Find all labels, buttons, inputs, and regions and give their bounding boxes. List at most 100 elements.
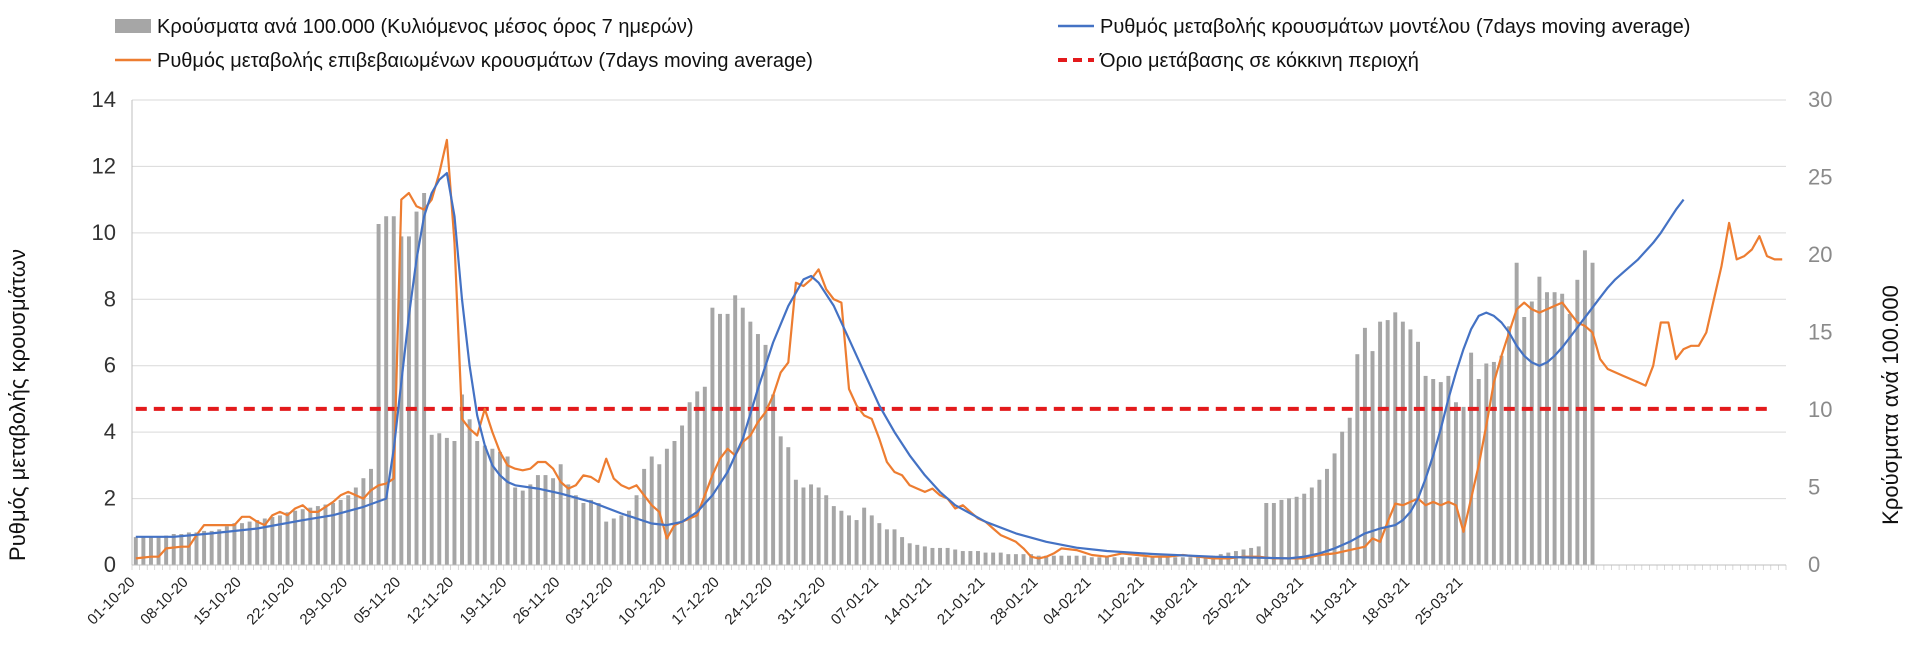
bar [490, 448, 495, 565]
bar [907, 543, 912, 565]
bar [983, 552, 988, 565]
x-tick-label: 11-03-21 [1306, 574, 1360, 628]
bar [953, 549, 958, 565]
bar [1484, 363, 1489, 565]
bar [611, 518, 616, 565]
bar [133, 537, 138, 565]
bar [687, 402, 692, 565]
bar [1393, 312, 1398, 565]
bar [786, 447, 791, 565]
bar [1423, 375, 1428, 565]
x-tick-label: 14-01-21 [881, 574, 935, 628]
bar [1529, 301, 1534, 565]
y-right-tick-25: 25 [1808, 165, 1832, 190]
bar [535, 475, 540, 565]
bar [171, 534, 176, 565]
bar [323, 504, 328, 565]
y-right-tick-5: 5 [1808, 475, 1820, 500]
bar [452, 441, 457, 565]
bar [1097, 557, 1102, 565]
bar [991, 552, 996, 565]
bar [968, 551, 973, 565]
bar [626, 510, 631, 565]
bar [353, 487, 358, 565]
bar [1499, 355, 1504, 565]
bar [528, 484, 533, 565]
x-tick-label: 28-01-21 [987, 574, 1041, 628]
bar [202, 530, 207, 565]
bar [444, 437, 449, 565]
bar [809, 484, 814, 565]
bar [763, 344, 768, 565]
x-tick-label: 22-10-20 [243, 574, 297, 628]
bar [1264, 503, 1269, 565]
line-model-rate [135, 172, 1685, 560]
bar [816, 487, 821, 565]
bar [938, 547, 943, 565]
bar [300, 509, 305, 565]
bar [619, 515, 624, 565]
bar [1400, 321, 1405, 565]
x-tick-label: 24-12-20 [721, 574, 775, 628]
bar [733, 295, 738, 565]
bar [1142, 557, 1147, 565]
bar [1150, 557, 1155, 565]
x-tick-label: 04-03-21 [1253, 574, 1307, 628]
bar [1006, 554, 1011, 565]
x-tick-label: 26-11-20 [510, 574, 564, 628]
bar [558, 464, 563, 565]
legend-item-confirmed-rate: Ρυθμός μεταβολής επιβεβαιωμένων κρουσμάτ… [115, 50, 813, 72]
x-tick-label: 10-12-20 [615, 574, 669, 628]
legend-swatch-bars [115, 19, 151, 33]
bar [1279, 499, 1284, 565]
bar [634, 495, 639, 565]
x-tick-label: 19-11-20 [457, 574, 511, 628]
bar [1112, 557, 1117, 565]
x-tick-label: 04-02-21 [1040, 574, 1094, 628]
bar [604, 521, 609, 565]
bar [1294, 496, 1299, 565]
bar [1552, 292, 1557, 565]
bar [877, 523, 882, 565]
bar [1537, 276, 1542, 565]
bar [399, 236, 404, 565]
bar [1355, 354, 1360, 565]
bar [900, 537, 905, 565]
bar [1074, 555, 1079, 565]
y-left-tick-2: 2 [104, 486, 116, 511]
bar [1302, 493, 1307, 565]
x-tick-label: 25-03-21 [1412, 574, 1466, 628]
bar [1287, 498, 1292, 565]
bar [1567, 313, 1572, 565]
y-right-tick-0: 0 [1808, 552, 1820, 577]
bar [801, 487, 806, 565]
x-tick-label: 03-12-20 [562, 574, 616, 628]
bar [930, 547, 935, 565]
bar [1135, 557, 1140, 565]
bar [869, 515, 874, 565]
bar [1507, 326, 1512, 565]
bar [422, 193, 427, 565]
x-tick-label: 17-12-20 [668, 574, 722, 628]
bar [664, 448, 669, 565]
bar [1560, 293, 1565, 565]
bar [1317, 479, 1322, 565]
y-left-tick-4: 4 [104, 419, 116, 444]
bar [1416, 341, 1420, 565]
y-axis-left-title: Ρυθμός μεταβολής κρουσμάτων [5, 249, 30, 561]
bar [1013, 554, 1018, 565]
bar [1385, 320, 1390, 565]
bar [338, 499, 343, 565]
y-left-tick-12: 12 [92, 153, 116, 178]
line-confirmed-rate [135, 138, 1783, 560]
bar [331, 503, 336, 565]
bar [1347, 417, 1352, 565]
bar [1378, 321, 1383, 565]
bar [1476, 379, 1481, 565]
bar [1051, 555, 1056, 565]
bar [975, 551, 980, 565]
x-tick-label: 07-01-21 [828, 574, 882, 628]
bar [361, 478, 366, 565]
